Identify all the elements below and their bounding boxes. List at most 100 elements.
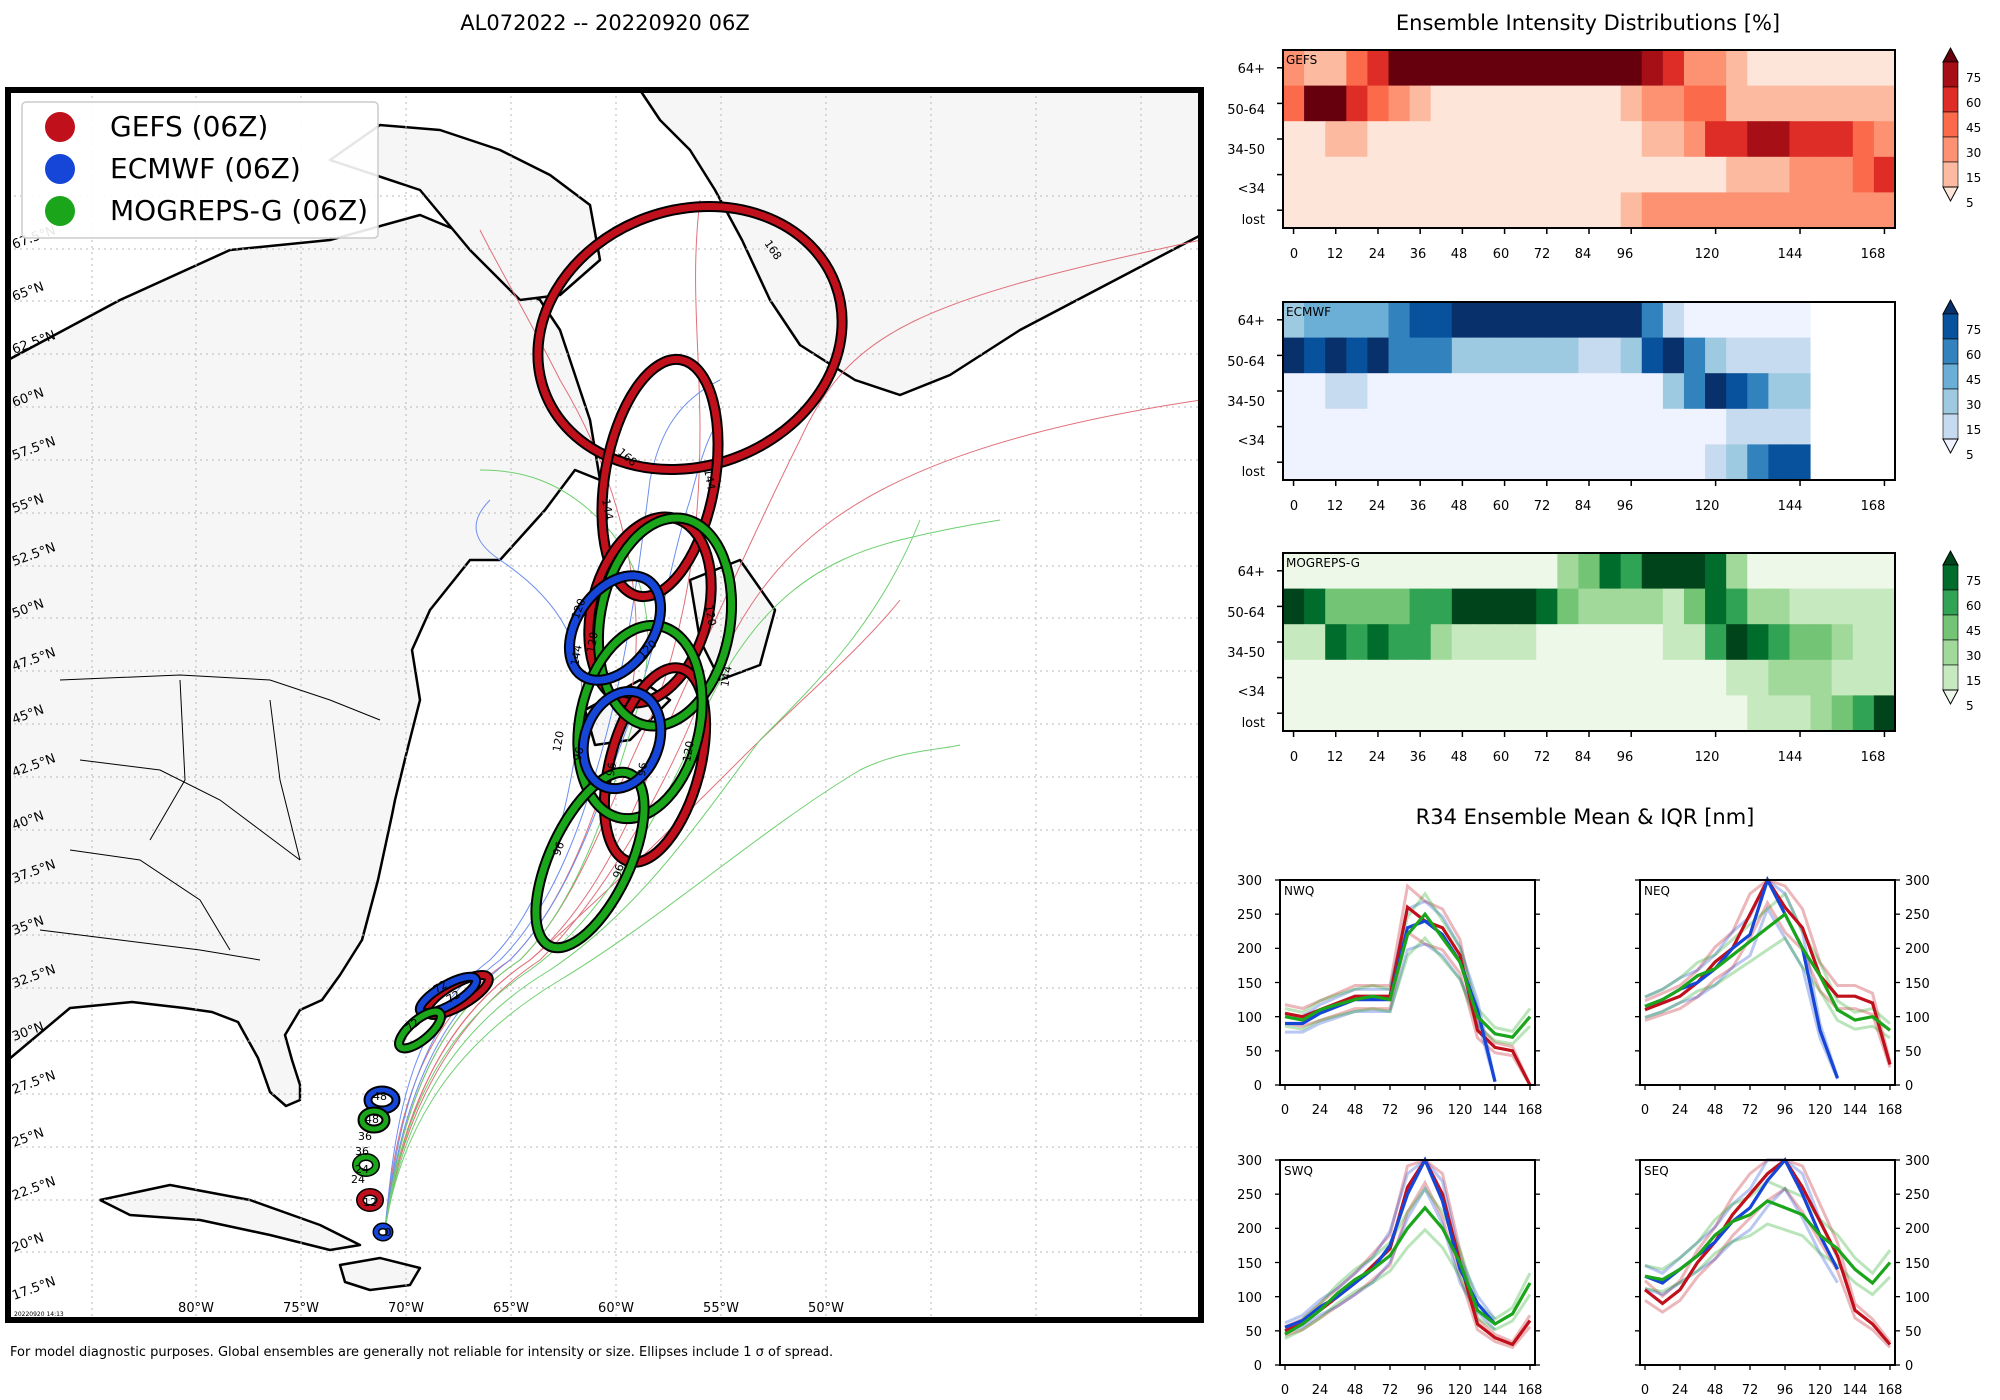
heatmap-cell (1557, 85, 1580, 122)
r34-iqr-line (1644, 1186, 1839, 1297)
r34-xtick: 72 (1742, 1383, 1759, 1398)
hour-label: 120 (584, 631, 600, 654)
heatmap-cell (1536, 624, 1558, 661)
heatmap-cell (1873, 695, 1896, 732)
colorbar-extend-bottom (1942, 186, 1959, 203)
heatmap-cell (1873, 588, 1896, 625)
heatmap-cell (1747, 302, 1769, 339)
heatmap-cell (1304, 444, 1326, 481)
heatmap-cell (1810, 373, 1833, 410)
heatmap-cell (1831, 121, 1854, 158)
heatmap-cell (1388, 588, 1411, 625)
mogreps-ellipse-96 (530, 766, 650, 954)
heatmap-cell (1472, 444, 1495, 481)
heatmap-cell (1789, 444, 1812, 481)
heatmap-cell (1726, 50, 1748, 87)
heatmap-model-label-gefs: GEFS (1286, 53, 1317, 67)
r34-mean-line-mogreps-g (1644, 1199, 1892, 1286)
member-track (384, 499, 583, 1231)
heatmap-cell (1620, 85, 1643, 122)
xlabel: 120 (1695, 750, 1720, 765)
heatmap-cell (1831, 85, 1854, 122)
heatmap-cell (1451, 444, 1474, 481)
heatmap-cell (1768, 156, 1791, 193)
heatmap-cell (1515, 659, 1537, 696)
heatmap-cell (1367, 192, 1390, 229)
heatmap-cell (1578, 121, 1601, 158)
heatmap-cell (1557, 659, 1580, 696)
heatmap-cell (1641, 659, 1664, 696)
heatmap-cell (1705, 588, 1727, 625)
heatmap-cell (1768, 50, 1791, 87)
heatmap-cell (1409, 156, 1432, 193)
heatmap-cell (1831, 373, 1854, 410)
heatmap-cell (1852, 337, 1875, 374)
ylabel-50-64: 50-64 (1227, 355, 1265, 370)
heatmap-cell (1747, 192, 1769, 229)
heatmap-cell (1705, 553, 1727, 590)
ecmwf-ellipse-96 (577, 685, 667, 795)
lon-label: 70°W (388, 1301, 424, 1316)
heatmap-cell (1367, 695, 1390, 732)
heatmap-cell (1599, 85, 1622, 122)
legend-dot-gefs (45, 112, 75, 142)
heatmap-cell (1831, 50, 1854, 87)
heatmap-cell (1494, 659, 1516, 696)
heatmap-cell (1472, 85, 1495, 122)
heatmap-cell (1578, 695, 1601, 732)
hour-label: 24 (355, 1163, 369, 1176)
heatmap-cell (1346, 695, 1369, 732)
r34-iqr-line (1284, 891, 1532, 1034)
heatmap-cell (1662, 373, 1685, 410)
r34-frame-swq (1279, 1159, 1536, 1366)
r34-xtick: 24 (1312, 1103, 1329, 1118)
heatmap-cell (1515, 50, 1537, 87)
member-track (384, 399, 1202, 1231)
heatmap-cell (1789, 624, 1812, 661)
heatmap-cell (1304, 553, 1326, 590)
r34-ytick: 150 (1237, 977, 1262, 992)
heatmap-cell (1494, 337, 1516, 374)
heatmap-cell (1346, 588, 1369, 625)
hour-label: 48 (365, 1113, 379, 1126)
xlabel: 144 (1778, 499, 1803, 514)
heatmap-cell (1873, 659, 1896, 696)
heatmap-cell (1472, 659, 1495, 696)
heatmap-cell (1283, 156, 1305, 193)
ylabel-34-50: 34-50 (1227, 646, 1265, 661)
colorbar-extend-bottom (1942, 438, 1959, 455)
heatmap-cell (1494, 121, 1516, 158)
heatmap-cell (1325, 85, 1347, 122)
ylabel-lt34: <34 (1238, 434, 1265, 449)
heatmap-cell (1283, 192, 1305, 229)
heatmap-cell (1536, 156, 1558, 193)
heatmap-cell (1451, 553, 1474, 590)
heatmap-cell (1831, 444, 1854, 481)
r34-xtick: 48 (1347, 1103, 1364, 1118)
heatmap-cell (1662, 588, 1685, 625)
heatmap-cell (1325, 444, 1347, 481)
r34-xtick: 96 (1777, 1103, 1794, 1118)
xlabel: 84 (1575, 499, 1592, 514)
xlabel: 72 (1534, 750, 1551, 765)
xlabel: 72 (1534, 247, 1551, 262)
heatmap-cell (1726, 444, 1748, 481)
heatmap-cell (1494, 444, 1516, 481)
heatmap-cell (1325, 302, 1347, 339)
heatmap-cell (1747, 156, 1769, 193)
heatmap-cell (1705, 192, 1727, 229)
hour-label: 120 (702, 604, 718, 627)
heatmap-cell (1367, 373, 1390, 410)
colorbar-extend-bottom (1942, 689, 1959, 706)
cbar-tick: 45 (1966, 373, 1981, 387)
heatmap-cell (1768, 588, 1791, 625)
heatmap-cell (1283, 408, 1305, 445)
heatmap-cell (1810, 192, 1833, 229)
ylabel-lost: lost (1242, 213, 1265, 228)
heatmap-cell (1620, 408, 1643, 445)
heatmap-cell (1852, 408, 1875, 445)
r34-xtick: 24 (1312, 1383, 1329, 1398)
member-tracks (384, 199, 1202, 1231)
heatmap-cell (1536, 588, 1558, 625)
r34-xtick: 120 (1808, 1103, 1833, 1118)
